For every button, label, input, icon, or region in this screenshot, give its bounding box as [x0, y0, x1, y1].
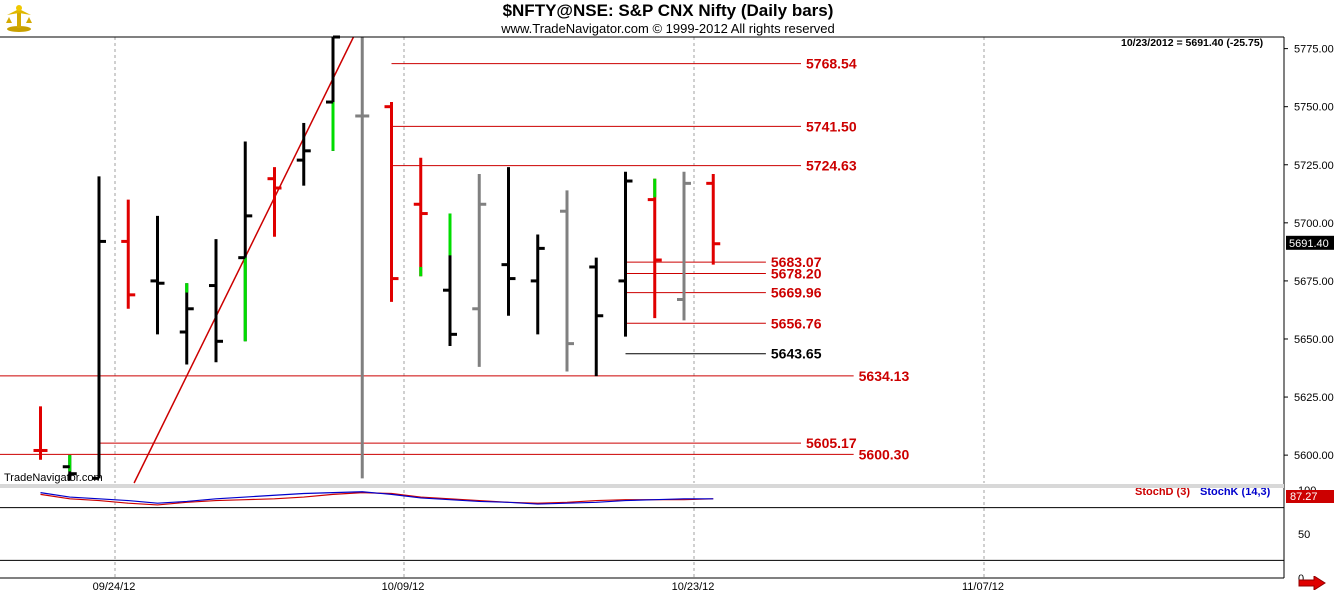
y-tick-label: 5625.00	[1294, 392, 1334, 404]
level-label: 5605.17	[806, 435, 857, 451]
ohlc-bar	[706, 174, 721, 265]
ohlc-bar	[618, 171, 633, 337]
ohlc-bar	[326, 35, 340, 151]
x-tick-label: 10/23/12	[672, 581, 715, 593]
ohlc-bars	[33, 35, 721, 481]
x-tick-label: 09/24/12	[93, 581, 136, 593]
ohlc-bar	[501, 167, 516, 316]
ohlc-bar	[92, 176, 106, 480]
level-label: 5669.96	[771, 285, 822, 301]
x-tick-label: 10/09/12	[382, 581, 425, 593]
chart-header: $NFTY@NSE: S&P CNX Nifty (Daily bars) ww…	[0, 0, 1336, 38]
ohlc-bar	[677, 171, 691, 321]
stoch-tick-label: 0	[1298, 573, 1304, 585]
level-label: 5656.76	[771, 315, 822, 331]
ohlc-bar	[150, 215, 165, 335]
stoch-series-line	[40, 491, 714, 505]
ohlc-bar	[267, 167, 282, 237]
ohlc-bar	[589, 257, 604, 377]
ohlc-bar	[443, 213, 457, 346]
watermark: TradeNavigator.com	[4, 472, 103, 484]
panel-separator	[0, 484, 1284, 488]
y-tick-label: 5650.00	[1294, 334, 1334, 346]
ohlc-bar	[179, 283, 194, 365]
level-label: 5768.54	[806, 56, 857, 72]
ohlc-bar	[209, 239, 223, 363]
stoch-value-label: 87.27	[1290, 491, 1318, 503]
stoch-tick-label: 50	[1298, 529, 1310, 541]
labels: 10/23/2012 = 5691.40 (-25.75) TradeNavig…	[4, 37, 1263, 484]
level-label: 5724.63	[806, 158, 857, 174]
stoch-series-line	[40, 492, 714, 506]
ohlc-bar	[296, 122, 311, 186]
level-label: 5643.65	[771, 346, 822, 362]
stoch-k-legend: StochK (14,3)	[1200, 486, 1271, 498]
stoch-value-box	[1286, 490, 1334, 503]
ohlc-bar	[560, 190, 574, 372]
last-price-label: 5691.40	[1289, 238, 1329, 250]
ohlc-bar	[413, 157, 428, 277]
ohlc-bar	[62, 455, 77, 481]
trade-navigator-logo-icon	[4, 3, 34, 33]
x-tick-label: 11/07/12	[962, 581, 1004, 593]
copyright-text: www.TradeNavigator.com © 1999-2012 All r…	[501, 21, 835, 36]
ohlc-bar	[355, 37, 370, 479]
y-tick-label: 5675.00	[1294, 276, 1334, 288]
ohlc-bar	[121, 199, 136, 309]
y-tick-label: 5775.00	[1294, 44, 1334, 56]
ohlc-bar	[647, 178, 662, 319]
ohlc-bar	[384, 102, 399, 302]
ohlc-bar	[238, 141, 253, 342]
ohlc-bar	[33, 406, 48, 460]
chart-title: $NFTY@NSE: S&P CNX Nifty (Daily bars)	[502, 1, 834, 20]
stochastic-panel: 100500StochD (3)StochK (14,3)87.27	[0, 485, 1334, 585]
ohlc-bar	[472, 174, 487, 367]
level-label: 5683.07	[771, 254, 822, 270]
y-tick-label: 5600.00	[1294, 450, 1334, 462]
level-label: 5678.20	[771, 265, 822, 281]
level-label: 5741.50	[806, 118, 857, 134]
info-readout: 10/23/2012 = 5691.40 (-25.75)	[1121, 37, 1263, 49]
level-label: 5600.30	[859, 446, 910, 462]
axes: 09/24/12 10/09/12 10/23/12 11/07/12 5600.00 5…	[0, 36, 1334, 593]
ohlc-bar	[530, 234, 545, 335]
level-label: 5634.13	[859, 368, 910, 384]
stoch-d-legend: StochD (3)	[1135, 486, 1190, 498]
scroll-right-arrow-icon[interactable]	[1298, 575, 1326, 591]
y-tick-label: 5750.00	[1294, 102, 1334, 114]
last-price-box	[1286, 235, 1334, 250]
y-tick-label: 5700.00	[1294, 218, 1334, 230]
y-tick-label: 5725.00	[1294, 160, 1334, 172]
grid-layer	[114, 37, 985, 578]
